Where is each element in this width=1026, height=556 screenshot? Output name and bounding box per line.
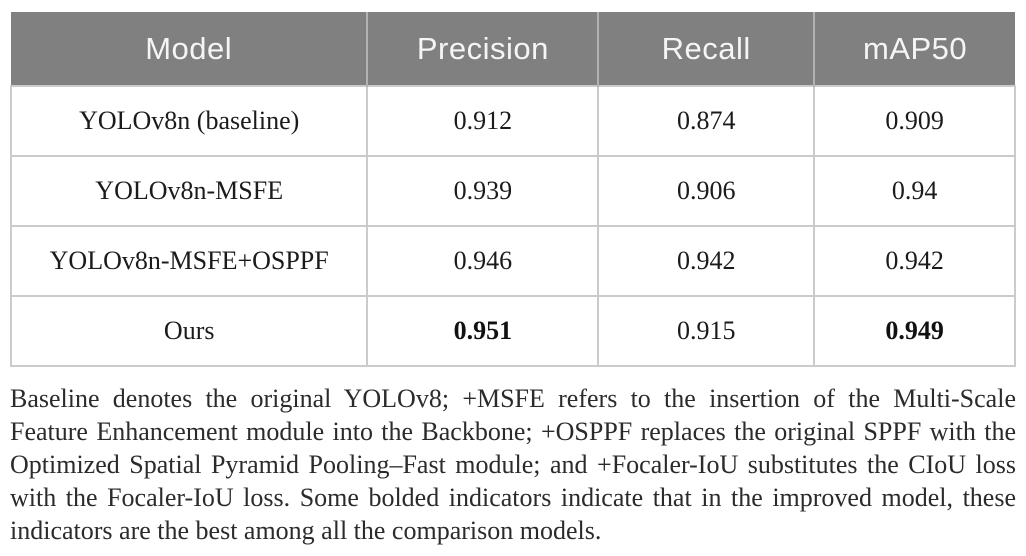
header-cell-map50: mAP50 [813, 12, 1015, 86]
header-cell-model: Model [11, 12, 368, 86]
cell-model-name: YOLOv8n-MSFE+OSPPF [9, 225, 369, 297]
cell-model-name: Ours [9, 295, 369, 367]
table-row: YOLOv8n (baseline) 0.912 0.874 0.909 [9, 85, 1016, 157]
cell-recall: 0.906 [597, 155, 816, 227]
cell-precision: 0.912 [366, 85, 600, 157]
table-footnote: Baseline denotes the original YOLOv8; +M… [10, 384, 1016, 545]
cell-recall: 0.874 [597, 85, 816, 157]
cell-precision: 0.939 [366, 155, 600, 227]
header-cell-recall: Recall [597, 12, 815, 86]
cell-model-name: YOLOv8n-MSFE [9, 155, 369, 227]
table-row: YOLOv8n-MSFE+OSPPF 0.946 0.942 0.942 [9, 225, 1016, 297]
table-row: Ours 0.951 0.915 0.949 [9, 295, 1016, 367]
results-table: Model Precision Recall mAP50 YOLOv8n (ba… [9, 12, 1016, 367]
table-row: YOLOv8n-MSFE 0.939 0.906 0.94 [9, 155, 1016, 227]
cell-precision: 0.946 [366, 225, 600, 297]
cell-map50: 0.909 [813, 85, 1016, 157]
cell-recall: 0.915 [597, 295, 816, 367]
cell-map50-best: 0.949 [813, 295, 1016, 367]
header-cell-precision: Precision [366, 12, 599, 86]
cell-precision-best: 0.951 [366, 295, 600, 367]
cell-map50: 0.942 [813, 225, 1016, 297]
cell-map50: 0.94 [813, 155, 1016, 227]
cell-recall: 0.942 [597, 225, 816, 297]
cell-model-name: YOLOv8n (baseline) [9, 85, 369, 157]
table-header-row: Model Precision Recall mAP50 [11, 12, 1015, 86]
